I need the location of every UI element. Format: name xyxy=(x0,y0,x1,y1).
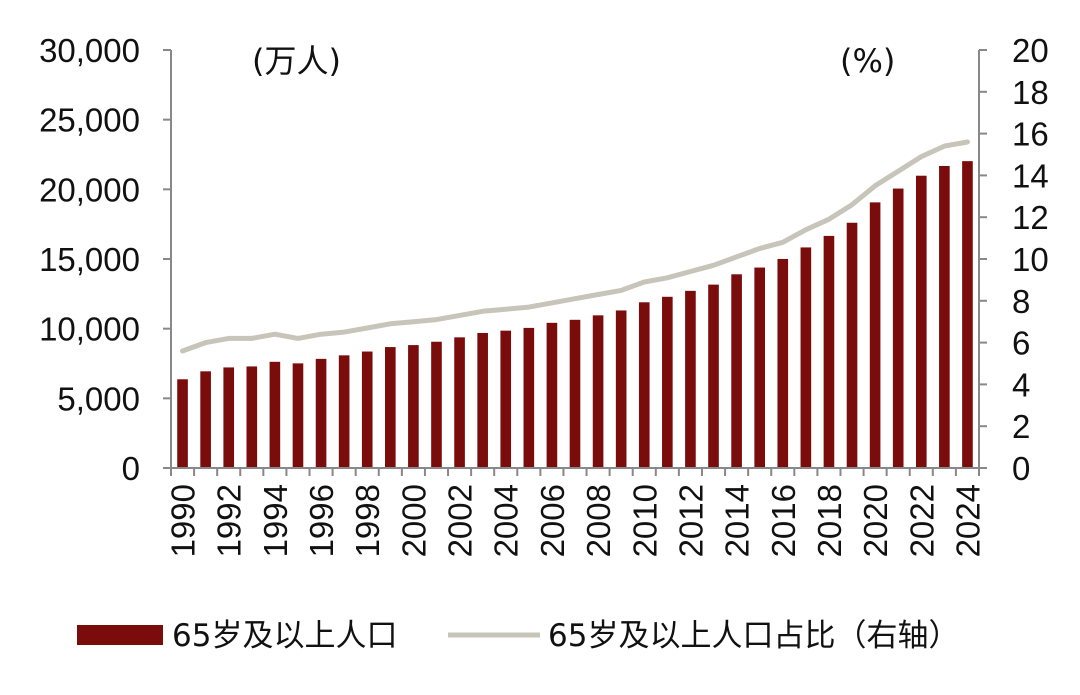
left-tick-label: 20,000 xyxy=(39,171,140,208)
x-tick-label: 1996 xyxy=(303,484,340,557)
bar xyxy=(662,296,673,468)
bar xyxy=(846,222,858,468)
bar xyxy=(754,267,765,468)
bar xyxy=(708,284,719,468)
right-tick-label: 2 xyxy=(1012,408,1030,445)
legend-label-line: 65岁及以上人口占比（右轴） xyxy=(548,618,959,654)
x-tick-label: 2018 xyxy=(811,484,848,557)
x-tick-label: 2024 xyxy=(949,484,986,557)
x-tick-label: 2012 xyxy=(672,484,709,557)
bar xyxy=(408,345,419,468)
left-tick-label: 15,000 xyxy=(39,241,140,278)
x-tick-label: 2022 xyxy=(903,484,940,557)
bar xyxy=(731,274,742,468)
bar xyxy=(500,330,512,468)
bar xyxy=(823,235,835,468)
x-tick-label: 2004 xyxy=(488,484,525,557)
x-axis: 1990 1992 1994 1996 1998 2000 2002 2004 2006 2008… xyxy=(165,467,986,557)
bar xyxy=(454,337,465,468)
right-tick-label: 6 xyxy=(1012,325,1030,362)
right-tick-label: 4 xyxy=(1012,366,1030,403)
bar xyxy=(939,165,950,468)
x-tick-label: 2020 xyxy=(857,484,894,557)
bar xyxy=(777,258,789,468)
bar xyxy=(892,188,904,468)
right-tick-label: 0 xyxy=(1012,450,1030,487)
x-tick-label: 2000 xyxy=(395,484,432,557)
bar xyxy=(638,302,650,468)
bar xyxy=(569,319,581,468)
right-tick-label: 18 xyxy=(1012,74,1049,111)
legend-label-bar: 65岁及以上人口 xyxy=(172,618,397,654)
right-tick-label: 10 xyxy=(1012,241,1049,278)
bar xyxy=(869,202,881,468)
left-tick-label: 25,000 xyxy=(39,102,140,139)
x-tick-label: 2014 xyxy=(719,484,756,557)
right-tick-label: 16 xyxy=(1012,116,1049,153)
right-axis: 0 2 4 6 8 10 12 14 16 18 20 xyxy=(978,32,1049,487)
bar xyxy=(361,351,373,468)
x-tick-label: 2008 xyxy=(580,484,617,557)
bar xyxy=(246,366,258,468)
bar xyxy=(962,161,973,469)
right-tick-label: 8 xyxy=(1012,283,1030,320)
bar xyxy=(615,310,627,468)
x-tick-label: 2006 xyxy=(534,484,571,557)
line-path xyxy=(180,139,970,354)
right-tick-label: 20 xyxy=(1012,32,1049,69)
x-tick-label: 2010 xyxy=(626,484,663,557)
x-tick-label: 2002 xyxy=(442,484,479,557)
right-unit-label: (%) xyxy=(840,42,895,80)
left-axis: 0 5,000 10,000 15,000 20,000 25,000 30,000 xyxy=(39,32,172,487)
x-tick-label: 1994 xyxy=(257,484,294,557)
bar xyxy=(292,363,304,468)
bar xyxy=(685,290,696,468)
bar xyxy=(315,358,327,468)
bar xyxy=(385,347,396,468)
x-tick-label: 1992 xyxy=(211,484,248,557)
x-tick-label: 1990 xyxy=(165,484,202,557)
right-tick-label: 14 xyxy=(1012,157,1049,194)
x-tick-label: 1998 xyxy=(349,484,386,557)
bar xyxy=(523,327,535,468)
legend: 65岁及以上人口 65岁及以上人口占比（右轴） xyxy=(77,618,959,654)
left-tick-label: 0 xyxy=(122,450,140,487)
left-tick-label: 5,000 xyxy=(57,380,140,417)
right-tick-label: 12 xyxy=(1012,199,1049,236)
left-tick-label: 30,000 xyxy=(39,32,140,69)
bar xyxy=(338,355,350,468)
left-tick-label: 10,000 xyxy=(39,311,140,348)
bar xyxy=(800,247,812,468)
bar xyxy=(915,175,927,468)
bar xyxy=(200,371,211,468)
bar xyxy=(477,332,488,468)
bar xyxy=(223,367,235,468)
bar-series xyxy=(177,161,973,469)
line-series xyxy=(180,139,970,354)
legend-swatch-bar xyxy=(77,625,163,645)
bar xyxy=(431,341,442,468)
bar xyxy=(592,315,604,468)
left-unit-label: (万人) xyxy=(252,42,341,80)
bar xyxy=(177,379,188,468)
x-tick-label: 2016 xyxy=(765,484,802,557)
bar xyxy=(269,361,281,468)
bar xyxy=(546,322,558,468)
